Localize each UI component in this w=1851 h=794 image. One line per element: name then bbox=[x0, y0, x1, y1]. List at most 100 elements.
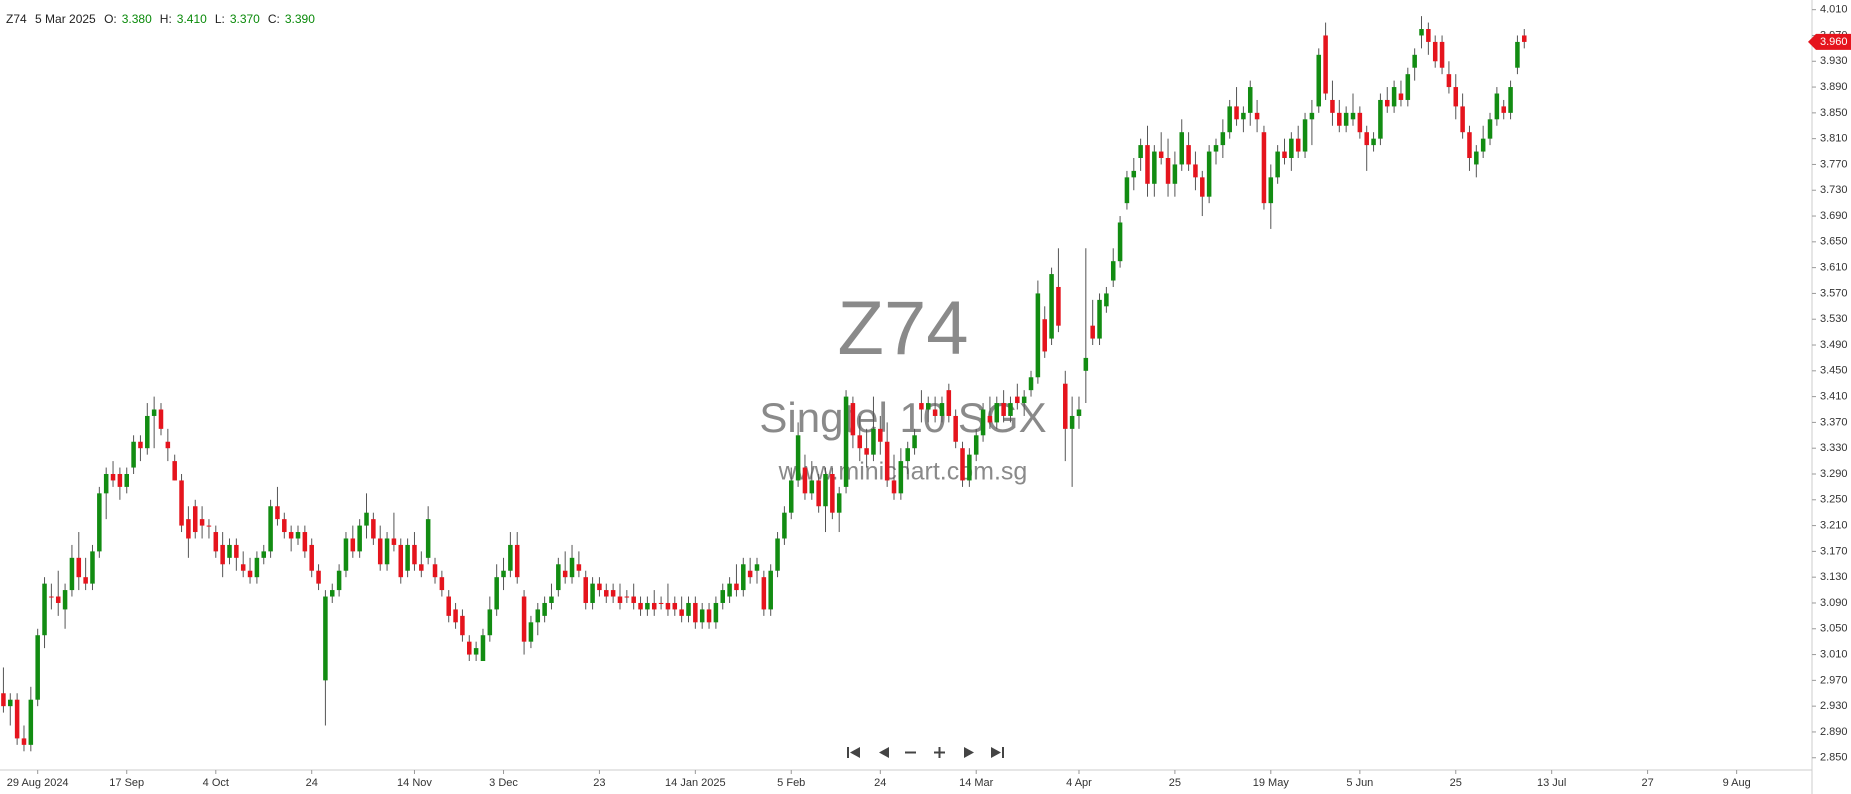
nav-zoom-out[interactable] bbox=[903, 745, 919, 761]
candle-body bbox=[891, 480, 897, 494]
last-price-label: 3.960 bbox=[1820, 36, 1848, 48]
candle-body bbox=[535, 609, 541, 623]
candle-body bbox=[480, 635, 486, 662]
y-tick-label: 2.850 bbox=[1820, 752, 1848, 764]
candle-body bbox=[1378, 99, 1383, 139]
candle-body bbox=[234, 544, 239, 558]
x-tick-label: 19 May bbox=[1253, 777, 1290, 789]
candle-body bbox=[1138, 145, 1143, 158]
candle-body bbox=[521, 596, 527, 642]
candle-body bbox=[97, 493, 102, 552]
candle-body bbox=[528, 622, 534, 642]
candle-body bbox=[734, 583, 739, 591]
symbol: Z74 bbox=[6, 12, 27, 26]
candle-body bbox=[371, 519, 376, 539]
candle-body bbox=[384, 538, 390, 565]
candle-body bbox=[1405, 74, 1411, 100]
ohlc-header: Z74 5 Mar 2025 O: 3.380 H: 3.410 L: 3.370 C: 3.… bbox=[6, 12, 323, 26]
y-tick-label: 4.010 bbox=[1820, 4, 1848, 16]
candle-body bbox=[809, 480, 815, 494]
candle-body bbox=[1015, 396, 1020, 404]
candle-body bbox=[247, 570, 253, 578]
y-tick-label: 3.210 bbox=[1820, 519, 1848, 531]
candle-body bbox=[473, 648, 479, 655]
candle-body bbox=[569, 557, 575, 578]
candle-body bbox=[8, 699, 13, 707]
candle-body bbox=[651, 602, 657, 610]
x-tick-label: 25 bbox=[1450, 777, 1462, 789]
candle-body bbox=[1323, 35, 1328, 94]
candle-body bbox=[254, 557, 260, 578]
nav-prev[interactable] bbox=[875, 745, 891, 761]
candle-body bbox=[1467, 132, 1472, 158]
candle-body bbox=[131, 441, 136, 468]
nav-zoom-in[interactable] bbox=[932, 745, 948, 761]
candle-body bbox=[699, 609, 705, 623]
candle-body bbox=[179, 480, 184, 526]
candle-body bbox=[617, 596, 623, 603]
candle-body bbox=[446, 596, 451, 616]
candle-body bbox=[213, 532, 219, 552]
candle-body bbox=[55, 596, 61, 603]
nav-first[interactable] bbox=[845, 745, 861, 761]
x-tick-label: 14 Mar bbox=[959, 777, 994, 789]
candle-body bbox=[1508, 87, 1513, 113]
candle-body bbox=[679, 609, 684, 616]
candle-body bbox=[1056, 286, 1061, 326]
candle-body bbox=[1, 693, 6, 707]
candle-body bbox=[741, 564, 746, 591]
y-tick-label: 3.330 bbox=[1820, 442, 1848, 454]
candle-body bbox=[1384, 99, 1390, 107]
candle-body bbox=[1309, 112, 1315, 120]
candle-body bbox=[1110, 261, 1116, 281]
candle-body bbox=[1186, 145, 1191, 165]
candle-body bbox=[1487, 119, 1493, 139]
candle-body bbox=[713, 602, 719, 623]
y-tick-label: 3.170 bbox=[1820, 545, 1848, 557]
date: 5 Mar 2025 bbox=[35, 12, 96, 26]
candle-body bbox=[1124, 177, 1130, 204]
candle-body bbox=[1398, 93, 1404, 100]
watermark-title: Z74 bbox=[838, 286, 969, 371]
x-tick-label: 5 Jun bbox=[1346, 777, 1373, 789]
candle-body bbox=[1179, 132, 1184, 165]
nav-next[interactable] bbox=[961, 745, 977, 761]
candle-body bbox=[973, 435, 979, 455]
candle-body bbox=[775, 538, 780, 571]
x-tick-label: 14 Nov bbox=[397, 777, 432, 789]
candle-body bbox=[1412, 54, 1417, 68]
candle-body bbox=[192, 506, 198, 533]
candle-body bbox=[28, 699, 34, 745]
x-tick-label: 24 bbox=[306, 777, 318, 789]
candle-body bbox=[419, 564, 424, 571]
candle-body bbox=[1439, 41, 1445, 68]
candle-body bbox=[1268, 177, 1274, 204]
candle-body bbox=[42, 583, 47, 636]
candle-body bbox=[14, 699, 20, 739]
nav-last[interactable] bbox=[989, 745, 1005, 761]
candle-body bbox=[206, 525, 212, 527]
candle-body bbox=[364, 512, 369, 526]
field-value: 3.390 bbox=[284, 12, 315, 26]
candle-body bbox=[69, 557, 75, 591]
candle-body bbox=[405, 544, 410, 571]
candle-body bbox=[186, 519, 191, 539]
candle-body bbox=[302, 532, 308, 552]
y-tick-label: 3.610 bbox=[1820, 262, 1848, 274]
y-tick-label: 3.650 bbox=[1820, 236, 1848, 248]
candle-body bbox=[268, 506, 273, 552]
candle-body bbox=[562, 570, 568, 578]
candle-body bbox=[145, 415, 150, 449]
candle-body bbox=[309, 544, 314, 571]
candle-body bbox=[761, 577, 767, 610]
x-tick-label: 4 Oct bbox=[203, 777, 229, 789]
candle-body bbox=[1063, 383, 1068, 429]
candle-body bbox=[391, 538, 397, 545]
candle-body bbox=[1261, 132, 1267, 204]
candle-body bbox=[1282, 151, 1287, 158]
field-label: H: bbox=[159, 12, 172, 26]
candle-body bbox=[1480, 138, 1486, 152]
candle-body bbox=[693, 602, 698, 623]
candle-body bbox=[878, 428, 883, 442]
